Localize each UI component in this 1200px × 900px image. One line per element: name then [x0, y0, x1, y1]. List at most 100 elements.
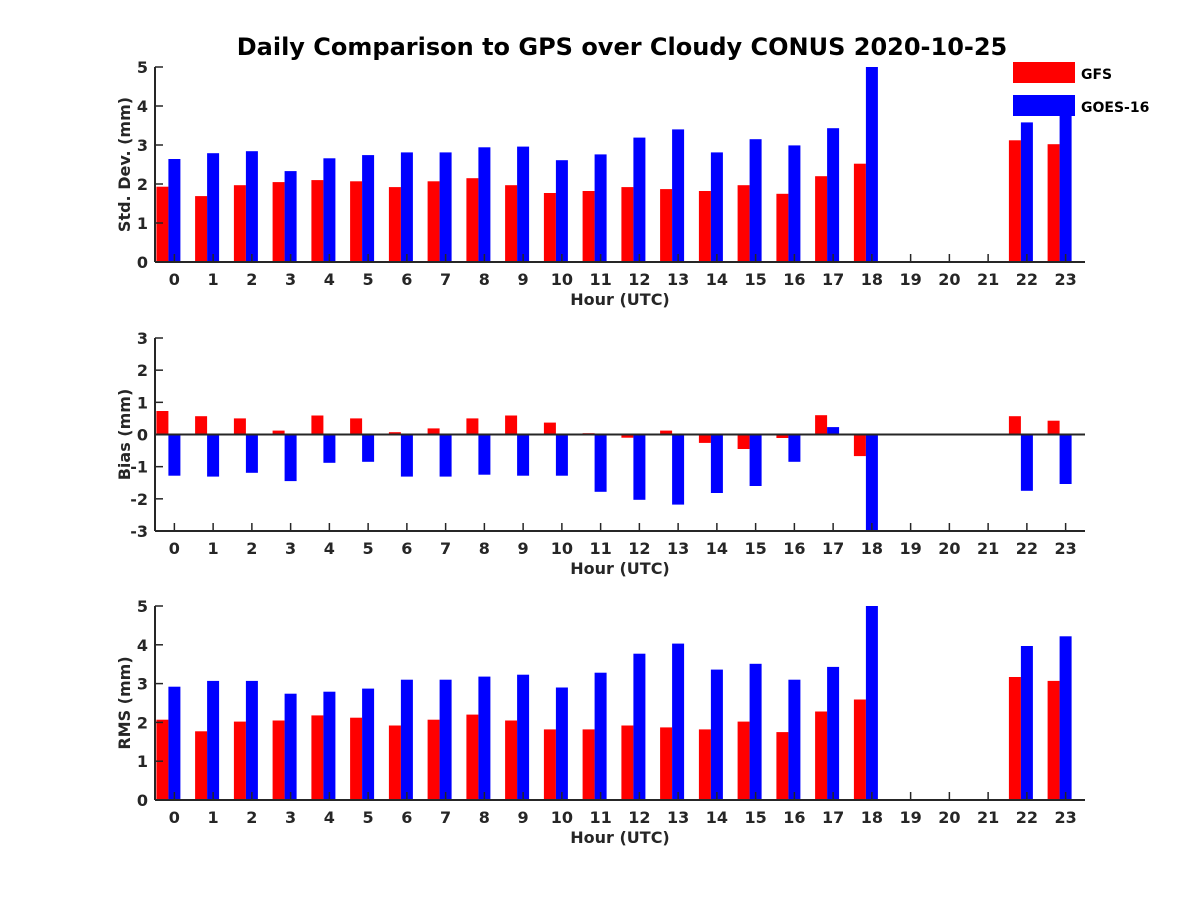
- x-tick-label-std-8: 8: [479, 270, 490, 289]
- x-tick-label-rms-20: 20: [938, 808, 960, 827]
- bar-bias-goes-16-4: [323, 434, 336, 463]
- bar-std-goes-16-2: [245, 151, 258, 262]
- bar-bias-gfs-23: [1047, 420, 1060, 435]
- bar-rms-gfs-7: [427, 719, 440, 800]
- x-tick-label-std-18: 18: [861, 270, 883, 289]
- x-tick-label-bias-20: 20: [938, 539, 960, 558]
- bar-std-gfs-18: [853, 163, 866, 262]
- x-tick-label-bias-15: 15: [744, 539, 766, 558]
- bar-bias-goes-16-22: [1020, 434, 1033, 491]
- bar-std-gfs-13: [660, 189, 673, 262]
- x-tick-label-rms-6: 6: [401, 808, 412, 827]
- x-tick-label-std-1: 1: [208, 270, 219, 289]
- bar-rms-gfs-9: [505, 720, 518, 800]
- x-tick-label-bias-6: 6: [401, 539, 412, 558]
- y-tick-label-std-3: 3: [137, 136, 148, 155]
- bar-rms-gfs-11: [582, 729, 595, 800]
- series-gfs: [156, 677, 1060, 800]
- x-tick-label-rms-12: 12: [628, 808, 650, 827]
- bar-std-goes-16-15: [749, 139, 762, 262]
- bar-std-gfs-7: [427, 181, 440, 262]
- x-tick-label-std-19: 19: [899, 270, 921, 289]
- bar-bias-goes-16-18: [865, 434, 878, 531]
- bar-bias-goes-16-23: [1059, 434, 1072, 484]
- bar-bias-goes-16-11: [594, 434, 607, 492]
- bar-rms-gfs-14: [698, 729, 711, 800]
- bar-bias-gfs-6: [388, 432, 401, 435]
- bar-std-goes-16-17: [827, 128, 840, 262]
- bar-bias-goes-16-16: [788, 434, 801, 462]
- legend-label-gfs: GFS: [1081, 67, 1112, 83]
- chart-title: Daily Comparison to GPS over Cloudy CONU…: [237, 33, 1008, 61]
- bar-std-goes-16-23: [1059, 115, 1072, 263]
- series-goes-16: [168, 606, 1072, 800]
- bar-rms-gfs-10: [543, 729, 556, 800]
- x-tick-label-std-2: 2: [246, 270, 257, 289]
- bar-rms-goes-16-14: [710, 669, 723, 800]
- x-tick-label-std-0: 0: [169, 270, 180, 289]
- legend-swatch-goes16: [1013, 95, 1075, 116]
- series-goes-16: [168, 67, 1072, 263]
- bar-rms-gfs-8: [466, 714, 479, 800]
- bar-bias-gfs-0: [156, 411, 169, 435]
- x-tick-label-std-12: 12: [628, 270, 650, 289]
- bar-std-goes-16-13: [672, 129, 685, 262]
- y-axis-label-std: Std. Dev. (mm): [115, 97, 134, 232]
- bar-bias-goes-16-15: [749, 434, 762, 486]
- bar-rms-gfs-16: [776, 732, 789, 800]
- y-axis-label-rms: RMS (mm): [115, 656, 134, 749]
- x-tick-label-rms-19: 19: [899, 808, 921, 827]
- x-tick-label-std-16: 16: [783, 270, 805, 289]
- x-axis-label-std: Hour (UTC): [570, 290, 670, 309]
- bar-bias-goes-16-10: [555, 434, 568, 476]
- x-tick-label-std-5: 5: [363, 270, 374, 289]
- x-tick-label-bias-8: 8: [479, 539, 490, 558]
- bar-bias-gfs-22: [1008, 416, 1021, 435]
- bar-rms-goes-16-9: [517, 674, 530, 800]
- bar-rms-goes-16-23: [1059, 636, 1072, 800]
- x-tick-label-rms-22: 22: [1016, 808, 1038, 827]
- x-tick-label-bias-0: 0: [169, 539, 180, 558]
- bar-bias-goes-16-0: [168, 434, 181, 476]
- bar-std-gfs-9: [505, 185, 518, 262]
- bar-rms-goes-16-8: [478, 676, 491, 800]
- x-axis-label-rms: Hour (UTC): [570, 828, 670, 847]
- x-tick-label-std-9: 9: [518, 270, 529, 289]
- bar-rms-goes-16-13: [672, 643, 685, 800]
- x-tick-label-std-4: 4: [324, 270, 335, 289]
- x-tick-label-bias-18: 18: [861, 539, 883, 558]
- x-tick-label-bias-7: 7: [440, 539, 451, 558]
- x-tick-label-bias-19: 19: [899, 539, 921, 558]
- x-tick-label-std-17: 17: [822, 270, 844, 289]
- x-tick-label-bias-9: 9: [518, 539, 529, 558]
- bar-bias-gfs-4: [311, 415, 324, 435]
- bar-bias-goes-16-3: [284, 434, 297, 482]
- bar-std-gfs-10: [543, 193, 556, 262]
- bar-rms-goes-16-11: [594, 672, 607, 800]
- y-tick-label-bias-0: 0: [137, 426, 148, 445]
- bar-bias-goes-16-12: [633, 434, 646, 500]
- bar-bias-gfs-2: [233, 418, 246, 435]
- bar-std-goes-16-6: [400, 152, 413, 262]
- bar-bias-goes-16-14: [710, 434, 723, 493]
- x-tick-label-bias-11: 11: [589, 539, 611, 558]
- bar-std-goes-16-5: [362, 155, 375, 262]
- y-tick-label-std-4: 4: [137, 97, 148, 116]
- bar-std-goes-16-12: [633, 137, 646, 262]
- bar-bias-gfs-13: [660, 430, 673, 435]
- bar-bias-goes-16-13: [672, 434, 685, 505]
- bar-rms-gfs-12: [621, 725, 634, 800]
- y-tick-label-bias-3: 3: [137, 329, 148, 348]
- bar-bias-gfs-15: [737, 434, 750, 449]
- y-tick-label-rms-3: 3: [137, 675, 148, 694]
- bar-rms-gfs-2: [233, 721, 246, 800]
- bar-std-gfs-12: [621, 187, 634, 262]
- x-tick-label-rms-18: 18: [861, 808, 883, 827]
- bar-std-gfs-14: [698, 191, 711, 262]
- bar-bias-goes-16-5: [362, 434, 375, 462]
- x-tick-label-bias-16: 16: [783, 539, 805, 558]
- bar-bias-goes-16-17: [827, 427, 840, 435]
- x-tick-label-rms-4: 4: [324, 808, 335, 827]
